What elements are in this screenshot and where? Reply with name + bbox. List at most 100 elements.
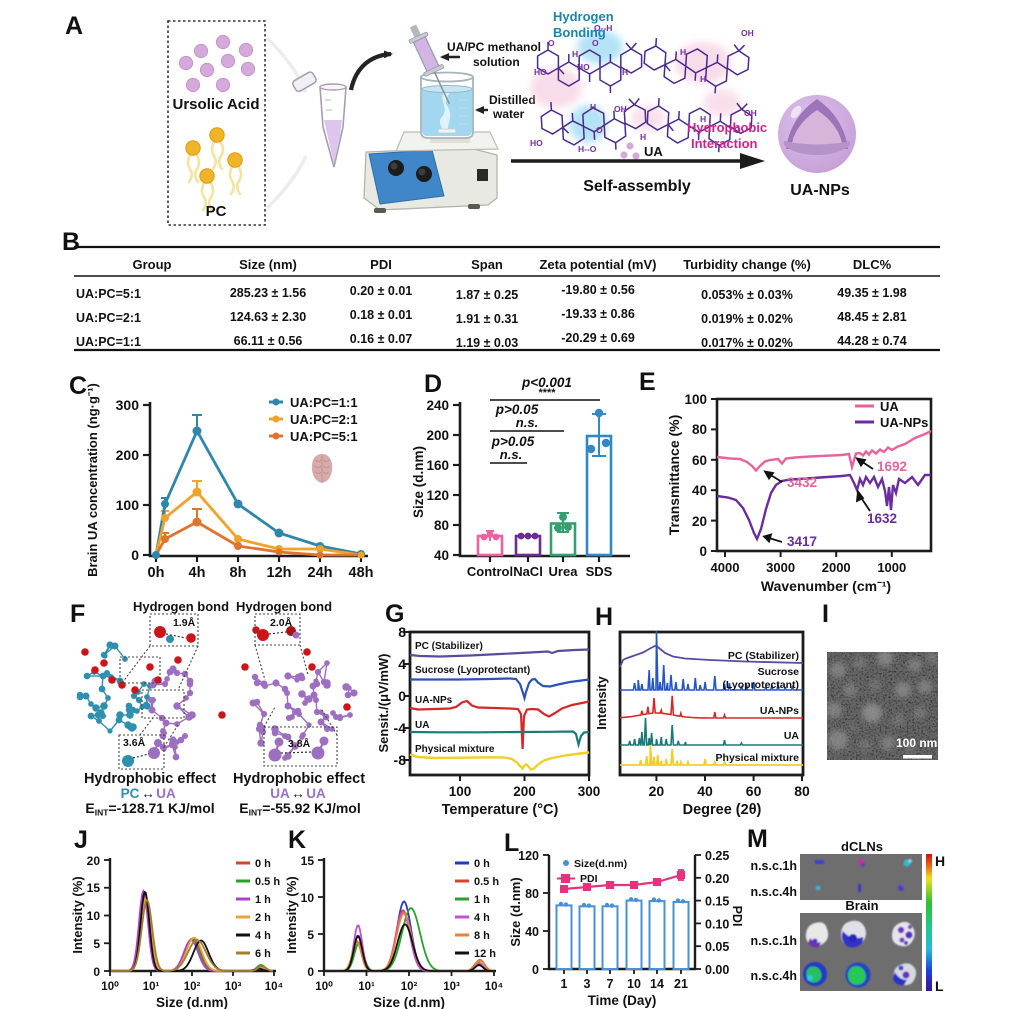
svg-text:0.017% ± 0.02%: 0.017% ± 0.02% — [701, 336, 793, 350]
svg-text:5: 5 — [307, 928, 314, 942]
svg-text:n.s.: n.s. — [500, 447, 522, 462]
svg-text:0 h: 0 h — [255, 858, 271, 870]
svg-text:UA:PC=2:1: UA:PC=2:1 — [76, 311, 141, 325]
svg-text:0 h: 0 h — [474, 858, 490, 870]
svg-text:2000: 2000 — [822, 560, 851, 575]
svg-text:O: O — [592, 38, 599, 48]
svg-text:SDS: SDS — [586, 564, 613, 579]
svg-text:Hydrogen: Hydrogen — [553, 9, 614, 24]
svg-text:0.15: 0.15 — [705, 895, 729, 909]
svg-text:HO: HO — [534, 67, 547, 77]
svg-text:Turbidity change (%): Turbidity change (%) — [683, 257, 811, 272]
svg-text:7: 7 — [607, 977, 614, 991]
svg-text:p>0.05: p>0.05 — [491, 434, 535, 449]
svg-text:OH: OH — [614, 104, 627, 114]
svg-text:n.s.c.1h: n.s.c.1h — [750, 859, 797, 873]
svg-text:4h: 4h — [189, 565, 206, 581]
svg-text:300: 300 — [116, 397, 140, 413]
svg-text:UA-NPs: UA-NPs — [415, 695, 453, 706]
svg-text:1 h: 1 h — [255, 894, 271, 906]
svg-text:Hydrophobic effect: Hydrophobic effect — [84, 771, 216, 787]
svg-text:Hydrophobic effect: Hydrophobic effect — [233, 771, 365, 787]
svg-text:0.00: 0.00 — [705, 963, 729, 977]
svg-text:Group: Group — [133, 257, 172, 272]
svg-text:H: H — [590, 102, 596, 112]
svg-text:L: L — [935, 978, 944, 994]
svg-text:UA-NPs: UA-NPs — [790, 182, 850, 199]
svg-text:-19.33 ± 0.86: -19.33 ± 0.86 — [561, 307, 635, 321]
svg-text:100: 100 — [449, 784, 472, 799]
svg-text:H: H — [572, 49, 578, 59]
svg-text:1.91 ± 0.31: 1.91 ± 0.31 — [456, 312, 519, 326]
svg-text:240: 240 — [426, 398, 449, 413]
svg-text:-19.80 ± 0.56: -19.80 ± 0.56 — [561, 283, 635, 297]
svg-text:4: 4 — [398, 656, 406, 672]
svg-text:p>0.05: p>0.05 — [495, 402, 539, 417]
svg-text:200: 200 — [116, 447, 140, 463]
svg-text:Distilled: Distilled — [489, 93, 536, 107]
svg-text:Control: Control — [467, 564, 513, 579]
svg-text:120: 120 — [518, 849, 539, 863]
svg-text:O: O — [548, 38, 555, 48]
svg-text:OH: OH — [741, 28, 754, 38]
svg-text:H: H — [935, 853, 945, 869]
svg-text:40: 40 — [525, 925, 539, 939]
svg-text:60: 60 — [746, 783, 762, 799]
svg-text:300: 300 — [578, 784, 601, 799]
svg-text:48.45 ± 2.81: 48.45 ± 2.81 — [837, 310, 906, 324]
svg-text:200: 200 — [426, 428, 449, 443]
svg-text:10: 10 — [627, 977, 641, 991]
svg-text:20: 20 — [692, 514, 707, 529]
svg-text:285.23 ± 1.56: 285.23 ± 1.56 — [230, 286, 306, 300]
svg-text:n.s.c.4h: n.s.c.4h — [750, 969, 797, 983]
svg-text:40: 40 — [697, 783, 713, 799]
svg-text:Ursolic Acid: Ursolic Acid — [173, 96, 260, 113]
svg-text:21: 21 — [674, 977, 688, 991]
svg-text:15: 15 — [301, 854, 315, 868]
svg-text:-8: -8 — [394, 752, 407, 768]
svg-text:Hydrophobic: Hydrophobic — [687, 120, 767, 135]
svg-text:0.5 h: 0.5 h — [474, 876, 499, 888]
svg-text:UA:PC=5:1: UA:PC=5:1 — [290, 429, 358, 444]
svg-text:0.053% ± 0.03%: 0.053% ± 0.03% — [701, 288, 793, 302]
svg-text:0.05: 0.05 — [705, 940, 729, 954]
svg-text:15: 15 — [87, 881, 101, 895]
svg-text:80: 80 — [525, 887, 539, 901]
svg-text:40: 40 — [434, 548, 449, 563]
svg-text:10³: 10³ — [225, 981, 242, 993]
svg-text:3417: 3417 — [787, 534, 817, 549]
svg-text:dCLNs: dCLNs — [841, 839, 883, 854]
svg-text:10³: 10³ — [443, 981, 460, 993]
svg-text:Size (d.nm): Size (d.nm) — [411, 446, 426, 518]
svg-text:20: 20 — [649, 783, 665, 799]
svg-text:Brain: Brain — [845, 898, 878, 913]
svg-text:PC (Stabilizer): PC (Stabilizer) — [728, 650, 799, 662]
svg-text:4 h: 4 h — [474, 912, 490, 924]
svg-text:Sensit./(μV/mW): Sensit./(μV/mW) — [376, 654, 391, 753]
svg-text:water: water — [492, 107, 525, 121]
svg-text:Wavenumber (cmˉ¹): Wavenumber (cmˉ¹) — [761, 578, 891, 594]
svg-text:10²: 10² — [184, 981, 201, 993]
svg-text:120: 120 — [426, 488, 449, 503]
svg-text:n.s.c.4h: n.s.c.4h — [750, 885, 797, 899]
svg-text:Size (d.nm): Size (d.nm) — [508, 877, 523, 946]
svg-text:PC: PC — [206, 203, 227, 220]
svg-text:5: 5 — [93, 937, 100, 951]
svg-text:0: 0 — [131, 547, 139, 563]
svg-text:1.87 ± 0.25: 1.87 ± 0.25 — [456, 288, 519, 302]
svg-text:4000: 4000 — [711, 560, 740, 575]
svg-text:Zeta potential (mV): Zeta potential (mV) — [539, 257, 656, 272]
svg-text:-20.29 ± 0.69: -20.29 ± 0.69 — [561, 331, 635, 345]
svg-text:8: 8 — [398, 624, 406, 640]
svg-text:0.10: 0.10 — [705, 917, 729, 931]
svg-text:H: H — [680, 47, 686, 57]
svg-text:200: 200 — [513, 784, 536, 799]
svg-text:n.s.c.1h: n.s.c.1h — [750, 934, 797, 948]
svg-text:3.8Å: 3.8Å — [288, 737, 311, 750]
svg-text:PDI: PDI — [370, 257, 392, 272]
svg-text:0: 0 — [93, 965, 100, 979]
svg-text:UA-NPs: UA-NPs — [880, 415, 928, 430]
svg-text:0: 0 — [307, 965, 314, 979]
svg-text:14: 14 — [650, 977, 664, 991]
svg-text:H--O: H--O — [578, 144, 597, 154]
